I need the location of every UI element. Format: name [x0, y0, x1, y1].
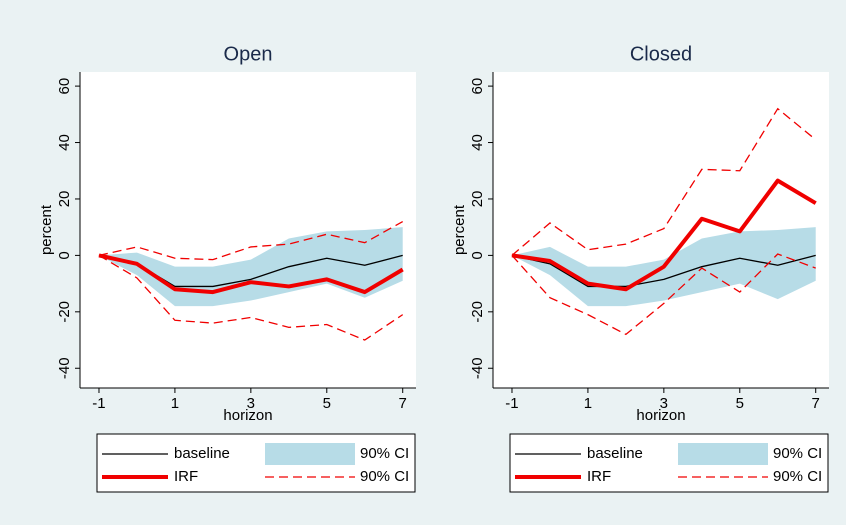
x-tick-label: 3 [660, 395, 668, 412]
legend [96, 433, 416, 493]
baseline-line [511, 254, 816, 288]
y-tick-label: 60 [469, 78, 486, 95]
y-tick-label: 20 [469, 191, 486, 208]
legend-label: 90% CI [360, 468, 409, 485]
plot-area [80, 72, 416, 388]
legend-swatch [678, 443, 768, 465]
x-tick-label: 7 [812, 395, 820, 412]
legend-swatch [265, 443, 355, 465]
y-axis-label: percent [38, 204, 55, 255]
y-axis-label: percent [451, 204, 468, 255]
irf-line [98, 253, 404, 295]
legend-label: 90% CI [773, 445, 822, 462]
y-tick-label: -40 [469, 357, 486, 379]
y-tick-label: -40 [56, 357, 73, 379]
x-tick-label: 5 [323, 395, 331, 412]
y-tick-label: -20 [56, 301, 73, 323]
x-tick-label: 5 [736, 395, 744, 412]
y-tick-label: 40 [56, 134, 73, 151]
x-tick-label: 1 [584, 395, 592, 412]
x-tick-label: -1 [505, 395, 518, 412]
y-tick-label: 60 [56, 78, 73, 95]
x-tick-label: -1 [92, 395, 105, 412]
legend-label: 90% CI [773, 468, 822, 485]
legend-label: 90% CI [360, 445, 409, 462]
legend-label: baseline [587, 445, 643, 462]
legend-label: IRF [174, 468, 198, 485]
x-tick-label: 1 [171, 395, 179, 412]
chart-title: Closed [630, 43, 692, 65]
ci-line [98, 254, 404, 341]
y-tick-label: 40 [469, 134, 486, 151]
irf-line [511, 178, 817, 292]
x-axis-label: horizon [223, 407, 272, 424]
x-tick-label: 7 [399, 395, 407, 412]
y-tick-label: 20 [56, 191, 73, 208]
ci-line [511, 253, 816, 336]
x-axis-label: horizon [636, 407, 685, 424]
legend [509, 433, 829, 493]
legend-label: baseline [174, 445, 230, 462]
y-tick-label: 0 [469, 251, 486, 259]
y-tick-label: -20 [469, 301, 486, 323]
x-tick-label: 3 [247, 395, 255, 412]
ci-line [98, 220, 404, 261]
ci-line [511, 107, 817, 256]
y-tick-label: 0 [56, 251, 73, 259]
chart-title: Open [224, 43, 273, 65]
legend-label: IRF [587, 468, 611, 485]
